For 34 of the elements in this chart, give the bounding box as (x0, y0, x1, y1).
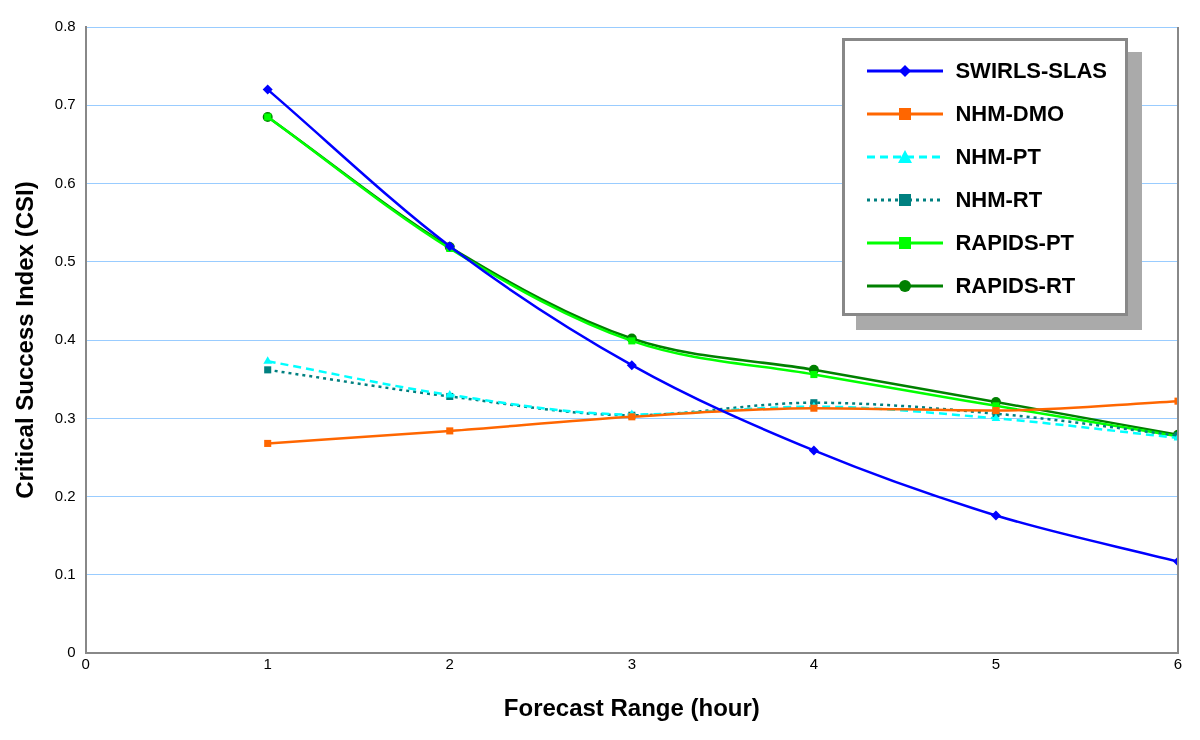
y-axis-title: Critical Success Index (CSI) (11, 181, 39, 499)
y-tick-label: 0.4 (54, 330, 76, 348)
y-tick-label: 0.5 (54, 251, 76, 269)
x-tick-label: 3 (627, 655, 636, 673)
y-tick-label: 0 (67, 643, 76, 661)
point (626, 360, 637, 371)
y-tick-label: 0.8 (54, 17, 76, 35)
point (264, 366, 272, 374)
x-tick-label: 4 (809, 655, 819, 673)
legend-label: RAPIDS-PT (955, 229, 1074, 256)
point (264, 439, 272, 447)
point (810, 371, 818, 379)
legend-label: NHM-RT (955, 186, 1043, 213)
x-tick-label: 6 (1173, 655, 1183, 673)
y-tick-label: 0.3 (54, 408, 76, 426)
x-tick-label: 1 (263, 655, 272, 673)
legend-label: NHM-DMO (955, 100, 1065, 127)
point (446, 427, 454, 435)
y-tick-label: 0.2 (54, 486, 76, 504)
x-axis-title: Forecast Range (hour) (503, 694, 760, 722)
legend-label: SWIRLS-SLAS (955, 57, 1107, 84)
point (990, 510, 1001, 521)
y-tick-label: 0.6 (54, 173, 76, 191)
point (628, 337, 636, 345)
legend-label: RAPIDS-RT (955, 272, 1076, 299)
y-tick-label: 0.7 (54, 95, 76, 113)
legend-label: NHM-PT (955, 143, 1041, 170)
x-tick-label: 5 (991, 655, 1001, 673)
x-tick-label: 0 (81, 655, 90, 673)
y-tick-label: 0.1 (54, 565, 76, 583)
point (263, 356, 273, 364)
point (262, 84, 273, 95)
point (808, 445, 819, 456)
x-tick-label: 2 (445, 655, 454, 673)
